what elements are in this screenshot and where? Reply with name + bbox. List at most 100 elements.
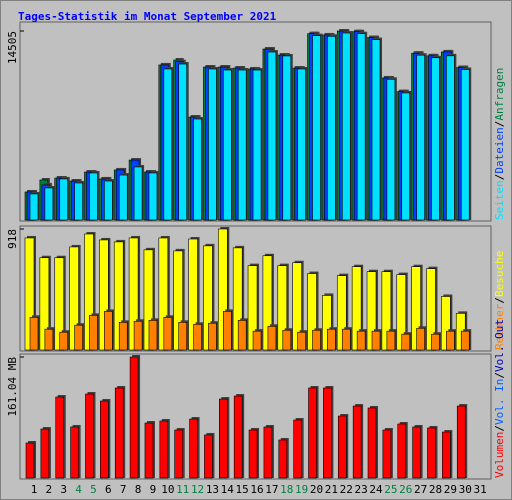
legend-separator: / bbox=[493, 425, 506, 432]
bar bbox=[233, 395, 243, 479]
x-tick-label: 1 bbox=[31, 483, 38, 496]
x-tick-label: 24 bbox=[369, 483, 383, 496]
bar bbox=[158, 237, 169, 351]
bar bbox=[128, 237, 139, 351]
bar bbox=[118, 322, 128, 351]
x-tick-label: 6 bbox=[105, 483, 112, 496]
x-tick-label: 20 bbox=[310, 483, 323, 496]
bar bbox=[55, 396, 65, 479]
legend-entry: Vol. In bbox=[493, 379, 506, 425]
chart-title: Tages-Statistik im Monat September 2021 bbox=[18, 10, 277, 23]
bar bbox=[189, 418, 198, 479]
bar bbox=[293, 419, 302, 479]
legend-entry: Volumen bbox=[493, 432, 506, 478]
y-tick-label: 918 bbox=[6, 229, 19, 249]
bar bbox=[401, 92, 411, 221]
bar bbox=[104, 311, 113, 351]
bar bbox=[426, 268, 436, 351]
bar bbox=[204, 434, 213, 479]
bar bbox=[262, 255, 273, 351]
bar bbox=[148, 320, 158, 351]
bar bbox=[431, 333, 440, 351]
bar bbox=[133, 166, 143, 221]
x-tick-label: 15 bbox=[236, 483, 249, 496]
bar bbox=[441, 296, 451, 351]
bar bbox=[327, 35, 336, 221]
bar bbox=[59, 331, 69, 351]
x-tick-label: 4 bbox=[75, 483, 82, 496]
bar bbox=[460, 69, 470, 221]
bar bbox=[54, 257, 65, 351]
bar bbox=[396, 274, 407, 351]
bar bbox=[341, 328, 351, 351]
x-tick-label: 25 bbox=[384, 483, 397, 496]
bar bbox=[382, 429, 392, 479]
bar bbox=[193, 118, 202, 221]
bar bbox=[312, 329, 321, 351]
bar bbox=[247, 265, 258, 351]
bar bbox=[143, 249, 154, 351]
bar bbox=[40, 428, 50, 479]
bar bbox=[356, 330, 366, 351]
bar bbox=[29, 193, 39, 221]
bar bbox=[427, 427, 436, 479]
bar bbox=[397, 423, 407, 479]
bar bbox=[312, 35, 321, 221]
bar bbox=[456, 405, 466, 479]
x-tick-label: 2 bbox=[46, 483, 53, 496]
bar bbox=[174, 429, 183, 479]
bar bbox=[178, 63, 187, 221]
bar bbox=[371, 330, 381, 351]
x-tick-label: 21 bbox=[325, 483, 338, 496]
y-tick-label: 161.04 MB bbox=[6, 357, 19, 417]
legend-entry: Dateien bbox=[493, 127, 506, 173]
bar bbox=[327, 328, 336, 351]
bar bbox=[163, 317, 173, 351]
bar bbox=[278, 439, 288, 479]
legend: Seiten/Dateien/Anfragen bbox=[493, 68, 506, 220]
bar bbox=[208, 68, 217, 221]
legend-separator: / bbox=[493, 121, 506, 128]
bar bbox=[252, 69, 262, 221]
bar bbox=[70, 426, 79, 479]
bar bbox=[24, 237, 35, 351]
bar bbox=[84, 233, 94, 351]
y-tick-label: 14505 bbox=[6, 31, 19, 64]
x-tick-label: 28 bbox=[429, 483, 442, 496]
x-tick-label: 29 bbox=[444, 483, 457, 496]
bar bbox=[74, 324, 83, 351]
bar bbox=[173, 250, 183, 351]
x-tick-label: 5 bbox=[90, 483, 97, 496]
bar bbox=[431, 57, 440, 221]
bar bbox=[371, 39, 381, 221]
x-tick-label: 12 bbox=[191, 483, 204, 496]
bar bbox=[44, 328, 54, 351]
legend-separator: / bbox=[493, 174, 506, 181]
bar bbox=[85, 393, 94, 479]
bar bbox=[118, 174, 128, 221]
bar bbox=[248, 429, 258, 479]
bar bbox=[446, 55, 455, 221]
x-tick-label: 23 bbox=[355, 483, 368, 496]
bar bbox=[39, 257, 50, 351]
bar bbox=[232, 247, 243, 351]
x-tick-label: 7 bbox=[120, 483, 127, 496]
x-tick-label: 22 bbox=[340, 483, 353, 496]
x-tick-label: 10 bbox=[161, 483, 174, 496]
bar bbox=[307, 273, 317, 351]
bar bbox=[267, 325, 277, 351]
x-tick-label: 14 bbox=[221, 483, 235, 496]
x-tick-label: 18 bbox=[280, 483, 293, 496]
legend-entry: Seiten bbox=[493, 180, 506, 220]
bar bbox=[89, 315, 98, 351]
bar bbox=[292, 262, 302, 351]
bar bbox=[322, 295, 332, 351]
bar bbox=[148, 172, 158, 221]
bar bbox=[203, 245, 213, 351]
bar bbox=[223, 69, 232, 221]
bar bbox=[442, 431, 451, 479]
x-tick-label: 30 bbox=[459, 483, 472, 496]
bar bbox=[416, 54, 425, 221]
